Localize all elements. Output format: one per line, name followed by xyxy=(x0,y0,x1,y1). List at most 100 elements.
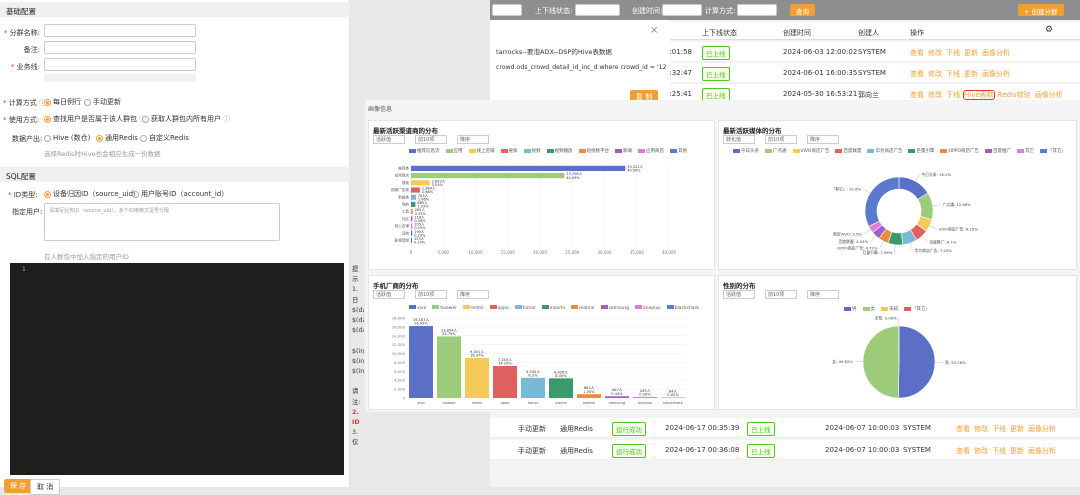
view-link[interactable]: 查看 xyxy=(956,447,970,455)
calc-select[interactable] xyxy=(737,4,777,16)
legend-item[interactable]: xiaomi xyxy=(542,306,565,311)
settings-icon[interactable]: ⚙ xyxy=(1045,25,1053,35)
spec-user-textarea[interactable]: 请填写业务ID（source_uid），多个ID用英文逗号分隔 xyxy=(44,203,280,241)
order-select[interactable]: 降序 xyxy=(807,290,839,299)
order-select[interactable]: 降序 xyxy=(807,135,839,144)
legend-item[interactable]: OPPO商店广告 xyxy=(940,149,979,154)
update-link[interactable]: 更新 xyxy=(964,49,978,57)
legend-item[interactable]: 应用 xyxy=(446,149,463,154)
calc-daily-radio[interactable]: 每日例行 xyxy=(44,97,81,107)
legend-item[interactable]: 华为商店广告 xyxy=(867,149,902,154)
legend-item[interactable]: 推荐信息流 xyxy=(409,149,440,154)
metric-select[interactable]: 活跃值 xyxy=(723,290,755,299)
legend-item[interactable]: realme xyxy=(571,306,595,311)
metric-select[interactable]: 活跃值 xyxy=(373,290,405,299)
profile-link[interactable]: 画像分析 xyxy=(1028,447,1056,455)
legend-item[interactable]: huawei xyxy=(432,306,456,311)
created-select[interactable] xyxy=(662,4,702,16)
order-select[interactable]: 降序 xyxy=(457,135,489,144)
topn-select[interactable]: 前10项 xyxy=(415,290,447,299)
update-link[interactable]: 更新 xyxy=(964,70,978,78)
edit-link[interactable]: 修改 xyxy=(928,91,942,99)
view-link[interactable]: 查看 xyxy=(910,70,924,78)
legend-item[interactable]: 短视频平台 xyxy=(579,149,610,154)
use-check-radio[interactable]: 查找用户是否属于该人群包 ⓘ xyxy=(44,114,146,124)
offline-link[interactable]: 下线 xyxy=(946,91,960,99)
hive-data-link[interactable]: Hive表数 xyxy=(964,91,994,99)
name-input[interactable] xyxy=(44,24,196,37)
profile-link[interactable]: 画像分析 xyxy=(982,49,1010,57)
profile-link[interactable]: 画像分析 xyxy=(1035,91,1063,99)
calc-manual-radio[interactable]: 手动更新 xyxy=(84,97,121,107)
legend-item[interactable]: 男 xyxy=(844,307,857,312)
output-redis-radio[interactable]: 通用Redis xyxy=(96,133,138,143)
legend-item[interactable]: 广点通 xyxy=(765,149,787,154)
filter-select[interactable] xyxy=(492,4,522,16)
chart-title: 手机厂商的分布 xyxy=(373,280,419,290)
edit-link[interactable]: 修改 xyxy=(928,49,942,57)
legend-item[interactable]: oppo xyxy=(490,306,509,311)
sql-editor[interactable]: 1 xyxy=(10,263,344,475)
offline-link[interactable]: 下线 xyxy=(946,70,960,78)
output-hive-radio[interactable]: Hive (数仓) xyxy=(44,133,90,143)
legend-item[interactable]: 巨量引擎 xyxy=(908,149,934,154)
output-custom-redis-radio[interactable]: 自定义Redis xyxy=(140,133,189,143)
legend-item[interactable]: 百度联盟 xyxy=(835,149,861,154)
topn-select[interactable]: 前10项 xyxy=(765,135,797,144)
legend-item[interactable]: 线上店铺 xyxy=(469,149,495,154)
remark-input[interactable] xyxy=(44,41,196,54)
line-select[interactable] xyxy=(44,58,196,71)
y-tick-label: 6,000 xyxy=(394,369,405,374)
order-select[interactable]: 降序 xyxy=(457,290,489,299)
view-link[interactable]: 查看 xyxy=(910,91,924,99)
offline-link[interactable]: 下线 xyxy=(992,425,1006,433)
use-all-radio[interactable]: 获取人群包内所有用户 ⓘ xyxy=(142,114,230,124)
metric-select[interactable]: 活跃值 xyxy=(373,135,405,144)
legend-item[interactable]: VIVO商店广告 xyxy=(793,149,830,154)
id-source-radio[interactable]: 设备归因ID（source_uid） xyxy=(44,189,140,199)
legend-item[interactable]: 百度推广 xyxy=(985,149,1011,154)
query-button[interactable]: 查询 xyxy=(790,4,815,16)
legend-item[interactable]: 女 xyxy=(863,307,876,312)
metric-select[interactable]: 转化值 xyxy=(723,135,755,144)
legend-item[interactable]: 「其它」 xyxy=(904,307,930,312)
legend-item[interactable]: blackshark xyxy=(667,306,699,311)
sql-tip-line: $(dat xyxy=(352,326,364,336)
legend-item[interactable]: 「其它」 xyxy=(1040,149,1066,154)
update-link[interactable]: 更新 xyxy=(1010,425,1024,433)
create-segment-button[interactable]: + 创建分群 xyxy=(1018,4,1064,16)
legend-item[interactable]: 其他 xyxy=(670,149,687,154)
legend-item[interactable]: 其它 xyxy=(1017,149,1034,154)
legend-item[interactable]: 今日头条 xyxy=(733,149,759,154)
legend-item[interactable]: 视频播放 xyxy=(547,149,573,154)
topn-select[interactable]: 前10项 xyxy=(415,135,447,144)
close-icon[interactable]: × xyxy=(650,25,658,36)
edit-link[interactable]: 修改 xyxy=(928,70,942,78)
legend-item[interactable]: samsung xyxy=(601,306,629,311)
topn-select[interactable]: 前10项 xyxy=(765,290,797,299)
legend-item[interactable]: 未知 xyxy=(881,307,898,312)
legend-item[interactable]: redmi xyxy=(463,306,484,311)
filter-status-label: 上下线状态: xyxy=(535,6,572,16)
status-select[interactable] xyxy=(575,4,620,16)
profile-link[interactable]: 画像分析 xyxy=(1028,425,1056,433)
redis-check-link[interactable]: Redis校验 xyxy=(998,91,1031,99)
cancel-button[interactable]: 取 消 xyxy=(30,479,60,495)
legend-item[interactable]: 新闻 xyxy=(615,149,632,154)
id-account-radio[interactable]: 用户账号ID（account_id） xyxy=(132,189,228,199)
offline-link[interactable]: 下线 xyxy=(992,447,1006,455)
view-link[interactable]: 查看 xyxy=(956,425,970,433)
update-link[interactable]: 更新 xyxy=(1010,447,1024,455)
legend-item[interactable]: honor xyxy=(515,306,536,311)
profile-link[interactable]: 画像分析 xyxy=(982,70,1010,78)
legend-item[interactable]: 搜索 xyxy=(501,149,518,154)
legend-item[interactable]: oneplus xyxy=(635,306,661,311)
offline-link[interactable]: 下线 xyxy=(946,49,960,57)
legend-item[interactable]: 应用商店 xyxy=(638,149,664,154)
view-link[interactable]: 查看 xyxy=(910,49,924,57)
legend-item[interactable]: vivo xyxy=(409,306,426,311)
legend-item[interactable]: 视频 xyxy=(524,149,541,154)
save-button[interactable]: 保 存 xyxy=(4,479,32,493)
edit-link[interactable]: 修改 xyxy=(974,425,988,433)
edit-link[interactable]: 修改 xyxy=(974,447,988,455)
